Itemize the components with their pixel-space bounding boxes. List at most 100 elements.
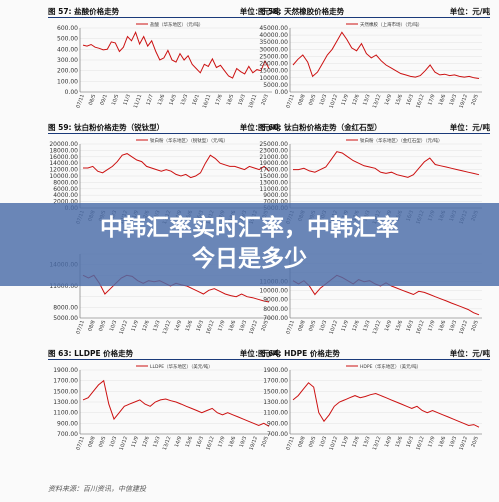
series-line xyxy=(82,379,270,427)
x-tick-label: 13/3 xyxy=(362,436,371,449)
y-tick-label: 45000.00 xyxy=(259,25,288,32)
x-tick-label: 10/12 xyxy=(329,320,340,336)
x-tick-label: 16/3 xyxy=(195,320,204,333)
y-tick-label: 1300.00 xyxy=(263,399,288,406)
x-tick-label: 15/3 xyxy=(180,94,189,107)
x-tick-label: 08/8 xyxy=(87,320,96,333)
y-tick-label: 900.00 xyxy=(267,420,288,427)
y-tick-label: 12000.00 xyxy=(49,167,78,174)
legend-label: HDPE（华东地区）（美元/吨） xyxy=(360,363,421,370)
x-tick-label: 16/12 xyxy=(205,436,216,452)
y-tick-label: 700.00 xyxy=(57,431,78,438)
y-tick-label: 5000.00 xyxy=(263,82,288,89)
y-tick-label: 19000.00 xyxy=(259,160,288,167)
y-tick-label: 21000.00 xyxy=(259,154,288,161)
y-tick-label: 11000.00 xyxy=(259,186,288,193)
y-tick-label: 1500.00 xyxy=(53,388,78,395)
y-tick-label: 0.00 xyxy=(65,89,79,96)
y-tick-label: 7000.00 xyxy=(263,315,288,322)
y-tick-label: 9000.00 xyxy=(263,192,288,199)
panel-title: 图 59: 钛白粉价格走势（锐钛型） 单位：元/吨 xyxy=(48,122,280,134)
x-tick-label: 12/6 xyxy=(141,436,150,449)
x-tick-label: 10/3 xyxy=(109,436,118,449)
x-tick-label: 17/9 xyxy=(217,436,226,449)
x-tick-label: 10/12 xyxy=(329,436,340,452)
y-tick-label: 30000.00 xyxy=(259,46,288,53)
title-rule xyxy=(48,359,280,360)
x-tick-label: 20/5 xyxy=(470,436,479,449)
x-tick-label: 12/6 xyxy=(351,436,360,449)
y-tick-label: 1700.00 xyxy=(53,378,78,385)
x-tick-label: 13/6 xyxy=(157,94,166,107)
panel-title: 图 57: 盐酸价格走势 单位：元/吨 xyxy=(48,6,280,18)
panel-title: 图 63: LLDPE 价格走势 单位：元/吨 xyxy=(48,348,280,360)
series-line xyxy=(292,31,480,79)
y-tick-label: 1500.00 xyxy=(263,388,288,395)
y-tick-label: 300.00 xyxy=(57,57,78,64)
x-tick-label: 13/3 xyxy=(152,436,161,449)
x-tick-label: 18/6 xyxy=(438,320,447,333)
line-chart-4: 14000.0011000.008000.005000.0007/1108/80… xyxy=(49,253,272,336)
x-tick-label: 14/9 xyxy=(384,320,393,333)
chart-unit: 单位：元/吨 xyxy=(239,7,280,16)
x-tick-label: 20/5 xyxy=(470,94,479,107)
chart-unit: 单位：元/吨 xyxy=(449,349,490,358)
y-tick-label: 600.00 xyxy=(57,25,78,32)
x-tick-label: 19/3 xyxy=(239,320,248,333)
y-tick-label: 6000.00 xyxy=(53,186,78,193)
y-tick-label: 1900.00 xyxy=(263,367,288,374)
panel-6: 图 63: LLDPE 价格走势 单位：元/吨 LLDPE（华东地区）（美元/吨… xyxy=(48,348,280,466)
title-rule xyxy=(258,17,490,18)
legend-label: LLDPE（华东地区）（美元/吨） xyxy=(150,363,213,370)
x-tick-label: 07/11 xyxy=(75,320,86,336)
x-tick-label: 10/12 xyxy=(119,436,130,452)
x-tick-label: 19/3 xyxy=(449,94,458,107)
y-tick-label: 20000.00 xyxy=(49,141,78,148)
y-tick-label: 15000.00 xyxy=(259,68,288,75)
chart-unit: 单位：元/吨 xyxy=(449,7,490,16)
panel-7: 图 64: HDPE 价格走势 单位：元/吨 HDPE（华东地区）（美元/吨） 1… xyxy=(258,348,490,466)
y-tick-label: 8000.00 xyxy=(263,306,288,313)
x-tick-label: 13/3 xyxy=(152,320,161,333)
x-tick-label: 13/12 xyxy=(162,320,173,336)
x-tick-label: 17/9 xyxy=(217,320,226,333)
panel-4: 14000.0011000.008000.005000.0007/1108/80… xyxy=(48,232,280,350)
y-tick-label: 1300.00 xyxy=(53,399,78,406)
x-tick-label: 15/6 xyxy=(395,94,404,107)
x-tick-label: 11/9 xyxy=(131,320,140,333)
y-tick-label: 17000.00 xyxy=(259,167,288,174)
y-tick-label: 25000.00 xyxy=(259,141,288,148)
x-tick-label: 15/6 xyxy=(185,320,194,333)
x-tick-label: 17/9 xyxy=(427,436,436,449)
series-line xyxy=(293,151,480,178)
source-note: 资料来源：百川资讯，中信建投 xyxy=(48,485,146,493)
panel-title: 图 58: 天然橡胶价格走势 单位：元/吨 xyxy=(258,6,490,18)
x-tick-label: 16/12 xyxy=(415,94,426,110)
y-tick-label: 400.00 xyxy=(57,46,78,53)
y-tick-label: 23000.00 xyxy=(259,147,288,154)
x-tick-label: 11/9 xyxy=(131,436,140,449)
y-tick-label: 10000.00 xyxy=(259,288,288,295)
legend-label: 天然橡胶（上海市场）（元/吨） xyxy=(360,21,422,28)
chart-title: 图 64: HDPE 价格走势 xyxy=(258,349,340,358)
x-tick-label: 16/11 xyxy=(202,94,213,110)
x-tick-label: 13/3 xyxy=(362,94,371,107)
y-tick-label: 1100.00 xyxy=(53,410,78,417)
x-tick-label: 08/8 xyxy=(297,94,306,107)
x-tick-label: 09/1 xyxy=(99,94,108,107)
x-tick-label: 07/11 xyxy=(285,94,296,110)
title-rule xyxy=(258,133,490,134)
y-tick-label: 8000.00 xyxy=(53,179,78,186)
y-tick-label: 15000.00 xyxy=(259,173,288,180)
x-tick-label: 13/12 xyxy=(372,320,383,336)
x-tick-label: 09/5 xyxy=(308,320,317,333)
y-tick-label: 8000.00 xyxy=(53,304,78,311)
x-tick-label: 13/12 xyxy=(372,94,383,110)
x-tick-label: 19/3 xyxy=(239,436,248,449)
x-tick-label: 18/6 xyxy=(438,94,447,107)
x-tick-label: 14/5 xyxy=(168,94,177,107)
x-tick-label: 18/6 xyxy=(228,436,237,449)
line-chart-1: 天然橡胶（上海市场）（元/吨） 45000.0040000.0035000.003… xyxy=(259,21,482,110)
line-chart-6: LLDPE（华东地区）（美元/吨） 1900.00 1700.00 1500.00 13… xyxy=(53,363,272,452)
